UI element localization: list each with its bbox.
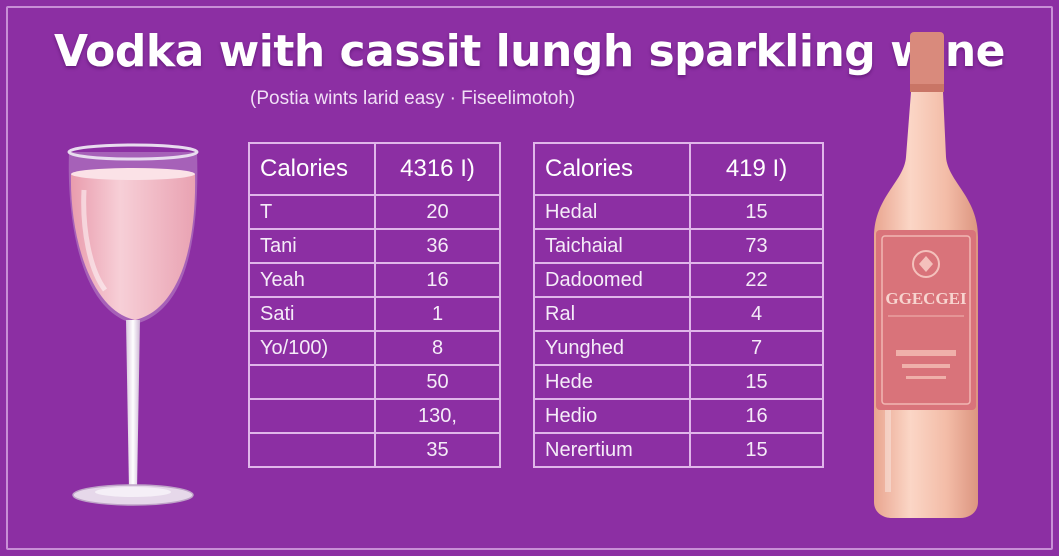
row-label: Yeah	[248, 262, 376, 298]
row-label: Hedal	[533, 194, 691, 230]
row-value: 36	[374, 228, 501, 264]
row-label	[248, 364, 376, 400]
row-value: 15	[689, 194, 824, 230]
bottle-label-text: GGECGEI	[885, 289, 967, 308]
row-label	[248, 432, 376, 468]
row-label: Yunghed	[533, 330, 691, 366]
row-label: Hedio	[533, 398, 691, 434]
row-label: Sati	[248, 296, 376, 332]
table-row: 50	[248, 364, 501, 400]
wine-glass-icon	[67, 143, 199, 506]
row-value: 8	[374, 330, 501, 366]
table-row: Ral 4	[533, 296, 824, 332]
row-label: Tani	[248, 228, 376, 264]
row-label: Nerertium	[533, 432, 691, 468]
row-label: Ral	[533, 296, 691, 332]
row-value: 4	[689, 296, 824, 332]
table-header-row: Calories 419 I)	[533, 142, 824, 196]
table-row: Taichaial 73	[533, 228, 824, 264]
table-row: Hedio 16	[533, 398, 824, 434]
header-value: 4316 I)	[374, 142, 501, 196]
table-row: Tani 36	[248, 228, 501, 264]
row-value: 15	[689, 432, 824, 468]
table-row: 35	[248, 432, 501, 468]
row-label	[248, 398, 376, 434]
table-row: Sati 1	[248, 296, 501, 332]
row-value: 73	[689, 228, 824, 264]
nutrition-table-right: Calories 419 I) Hedal 15 Taichaial 73 Dado…	[533, 142, 824, 468]
row-value: 20	[374, 194, 501, 230]
row-label: Taichaial	[533, 228, 691, 264]
row-value: 16	[689, 398, 824, 434]
row-value: 1	[374, 296, 501, 332]
row-label: Hede	[533, 364, 691, 400]
row-value: 15	[689, 364, 824, 400]
wine-bottle-icon: GGECGEI	[874, 32, 978, 518]
poster-frame	[6, 6, 1053, 550]
header-label: Calories	[533, 142, 691, 196]
table-row: Yo/100) 8	[248, 330, 501, 366]
table-row: Dadoomed 22	[533, 262, 824, 298]
row-label: T	[248, 194, 376, 230]
table-header-row: Calories 4316 I)	[248, 142, 501, 196]
table-row: Yeah 16	[248, 262, 501, 298]
row-value: 50	[374, 364, 501, 400]
table-row: Nerertium 15	[533, 432, 824, 468]
row-value: 7	[689, 330, 824, 366]
row-value: 35	[374, 432, 501, 468]
table-row: Hede 15	[533, 364, 824, 400]
table-row: 130,	[248, 398, 501, 434]
header-label: Calories	[248, 142, 376, 196]
row-value: 22	[689, 262, 824, 298]
row-label: Dadoomed	[533, 262, 691, 298]
row-value: 130,	[374, 398, 501, 434]
table-row: Hedal 15	[533, 194, 824, 230]
table-row: Yunghed 7	[533, 330, 824, 366]
table-row: T 20	[248, 194, 501, 230]
nutrition-table-left: Calories 4316 I) T 20 Tani 36 Yeah 16 Sati 1…	[248, 142, 501, 468]
poster-title: Vodka with cassit lungh sparkling wine	[53, 26, 1006, 77]
poster-subtitle: (Postia wints larid easy · Fiseelimotoh)	[250, 88, 576, 109]
row-value: 16	[374, 262, 501, 298]
row-label: Yo/100)	[248, 330, 376, 366]
header-value: 419 I)	[689, 142, 824, 196]
